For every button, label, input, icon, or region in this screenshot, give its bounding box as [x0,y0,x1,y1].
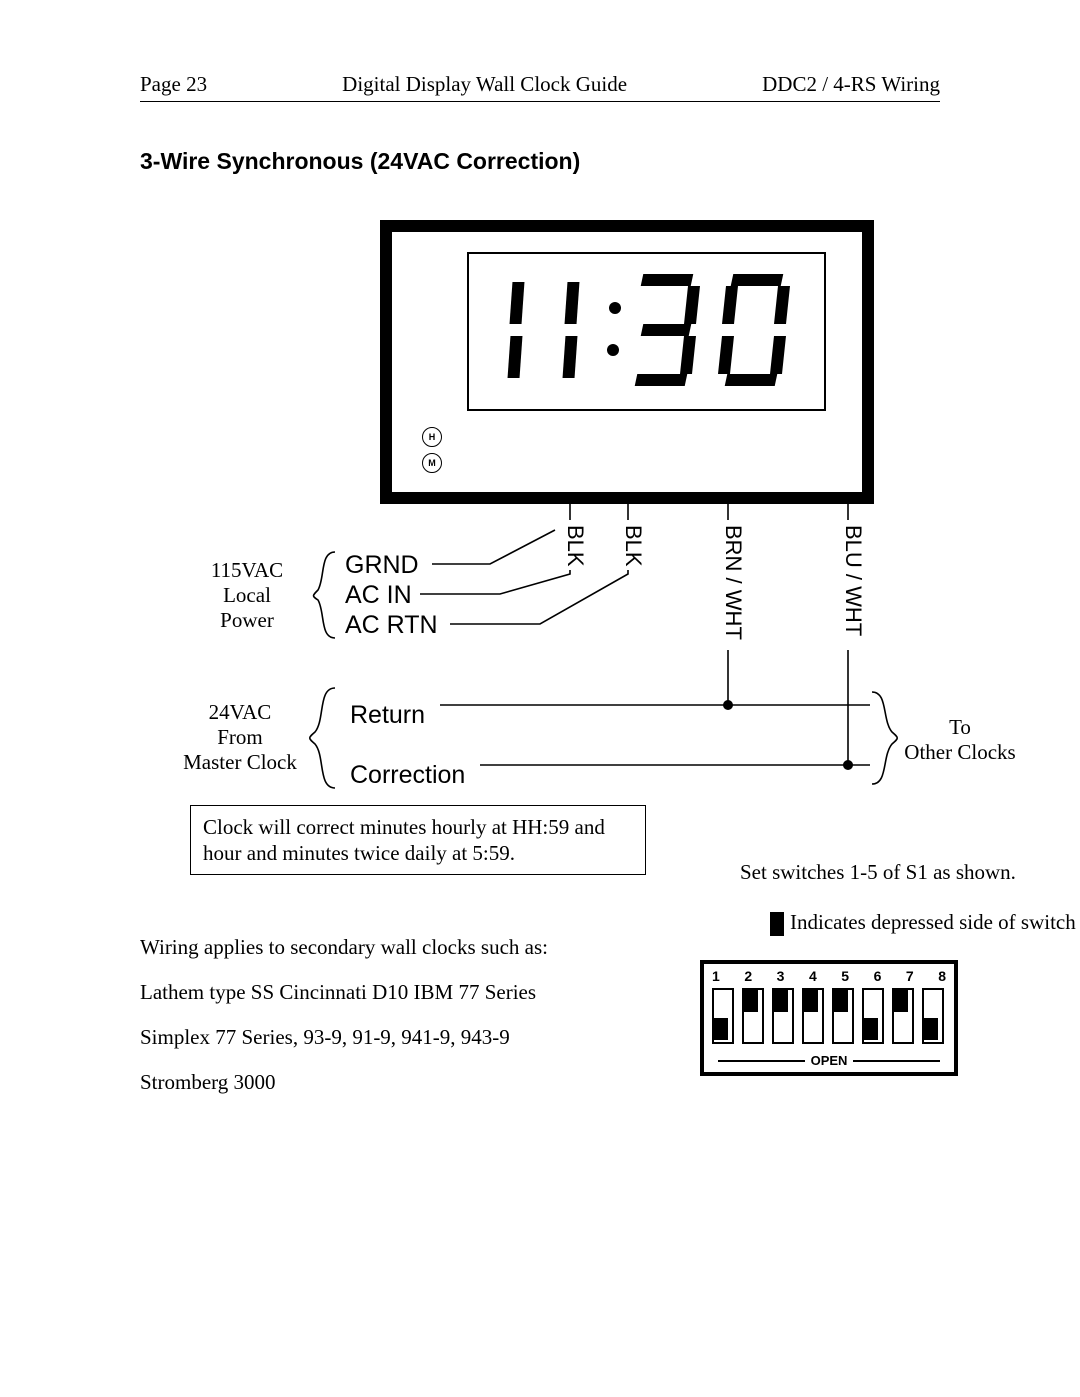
dip-slot [892,988,914,1044]
dip-legend-text: Indicates depressed side of switch [790,910,1076,934]
digit-2 [554,274,594,389]
legend-square-icon [770,912,784,936]
signal-side-l1: 24VAC [180,700,300,725]
dip-slot [742,988,764,1044]
correction-note-text: Clock will correct minutes hourly at HH:… [203,815,605,865]
to-other-l2: Other Clocks [890,740,1030,765]
terminal-correction: Correction [350,745,465,805]
body-l1: Wiring applies to secondary wall clocks … [140,935,548,960]
wire-label-brn-wht: BRN / WHT [720,525,746,640]
terminal-return: Return [350,685,465,745]
dip-num: 2 [744,968,752,984]
dip-knob [924,1018,938,1040]
dip-instruction: Set switches 1-5 of S1 as shown. [740,860,1016,885]
digit-4 [724,274,794,389]
dip-num: 4 [809,968,817,984]
clock-lcd [467,252,826,411]
dip-open-line-right [853,1060,940,1062]
clock-bezel: H M [380,220,874,504]
dip-legend: Indicates depressed side of switch [770,910,1076,936]
dip-knob [744,990,758,1012]
power-side-label: 115VAC Local Power [202,558,292,633]
power-side-l2: Local [202,583,292,608]
dip-num: 8 [938,968,946,984]
power-terminal-block: GRND AC IN AC RTN [345,550,438,640]
section-title: 3-Wire Synchronous (24VAC Correction) [140,148,580,175]
hour-button-label: H [429,432,436,442]
power-side-l1: 115VAC [202,558,292,583]
dip-num: 1 [712,968,720,984]
correction-note-box: Clock will correct minutes hourly at HH:… [190,805,646,875]
dip-knob [864,1018,878,1040]
power-side-l3: Power [202,608,292,633]
dip-open-line-left [718,1060,805,1062]
minute-button-label: M [428,458,436,468]
header-right: DDC2 / 4-RS Wiring [762,72,940,97]
body-l3: Simplex 77 Series, 93-9, 91-9, 941-9, 94… [140,1025,510,1050]
dip-open-label: OPEN [811,1053,848,1068]
wire-label-blu-wht: BLU / WHT [840,525,866,636]
dip-num: 6 [874,968,882,984]
dip-open-row: OPEN [712,1053,946,1068]
colon-icon [604,274,624,389]
header-left: Page 23 [140,72,207,97]
dip-knob [804,990,818,1012]
wiring-overlay [0,0,1080,1397]
page: Page 23 Digital Display Wall Clock Guide… [0,0,1080,1397]
signal-side-l3: Master Clock [180,750,300,775]
terminal-grnd: GRND [345,550,438,580]
page-header: Page 23 Digital Display Wall Clock Guide… [140,72,940,102]
dip-switch: 1 2 3 4 5 6 7 8 OPEN [700,960,958,1076]
to-other-clocks-label: To Other Clocks [890,715,1030,765]
dip-num: 7 [906,968,914,984]
signal-terminal-block: Return Correction [350,685,465,805]
terminal-acin: AC IN [345,580,438,610]
signal-side-label: 24VAC From Master Clock [180,700,300,775]
dip-slot [712,988,734,1044]
dip-slot [772,988,794,1044]
dip-num: 3 [777,968,785,984]
minute-button-icon: M [422,453,442,473]
wire-label-blk2: BLK [620,525,646,567]
dip-slot [802,988,824,1044]
dip-number-row: 1 2 3 4 5 6 7 8 [712,968,946,984]
digit-3 [634,274,704,389]
body-l2: Lathem type SS Cincinnati D10 IBM 77 Ser… [140,980,536,1005]
dip-knob [774,990,788,1012]
dip-knob [834,990,848,1012]
header-center: Digital Display Wall Clock Guide [342,72,627,97]
hour-button-icon: H [422,427,442,447]
body-l4: Stromberg 3000 [140,1070,276,1095]
wire-label-blk1: BLK [562,525,588,567]
dip-slot [832,988,854,1044]
to-other-l1: To [890,715,1030,740]
dip-num: 5 [841,968,849,984]
signal-side-l2: From [180,725,300,750]
dip-slot [922,988,944,1044]
clock-hm-buttons: H M [422,427,442,479]
dip-knob [714,1018,728,1040]
dip-knob [894,990,908,1012]
dip-slot [862,988,884,1044]
terminal-acrtn: AC RTN [345,610,438,640]
digit-1 [499,274,539,389]
